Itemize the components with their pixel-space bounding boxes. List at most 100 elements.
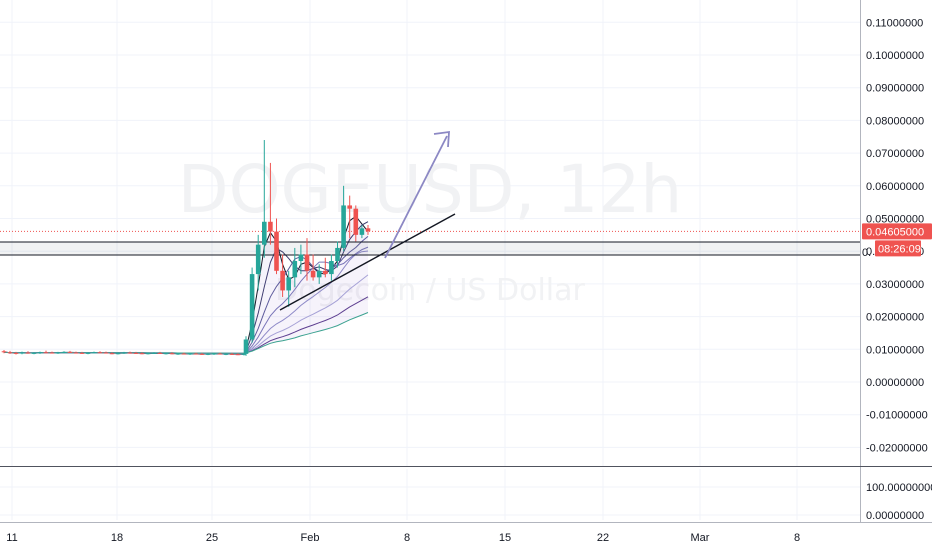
price-label-box <box>862 223 932 240</box>
candle <box>223 353 229 356</box>
y-tick-label: 0.09000000 <box>866 83 924 95</box>
candle-body <box>139 353 145 355</box>
candle-body <box>157 352 163 354</box>
candle <box>316 264 322 284</box>
candle-body <box>255 244 261 275</box>
candle-body <box>347 205 352 209</box>
x-tick-label: 25 <box>206 532 218 544</box>
candle <box>157 351 163 354</box>
candle <box>280 254 285 297</box>
candle <box>205 353 211 356</box>
candle <box>187 352 193 355</box>
candle <box>55 351 61 354</box>
candle <box>73 351 79 354</box>
x-tick-label: 8 <box>794 532 800 544</box>
candle <box>235 353 241 356</box>
candle-body <box>359 228 365 235</box>
candle <box>347 195 352 239</box>
candle-body <box>103 352 109 354</box>
candle-body <box>304 254 310 271</box>
time-axis[interactable]: 11 18 25 Feb 8 15 22 Mar 8 <box>0 522 932 545</box>
candle <box>341 185 346 252</box>
countdown-value: 08:26:09 <box>878 243 921 255</box>
ribbon-indicator <box>3 215 369 355</box>
candle <box>127 351 133 354</box>
candle-body <box>268 221 273 232</box>
x-tick-label: Mar <box>691 532 710 544</box>
candle-body <box>115 353 121 355</box>
candle <box>359 225 365 239</box>
candle-body <box>151 352 157 354</box>
candle-body <box>323 270 328 275</box>
candle-body <box>229 353 235 355</box>
candle-body <box>187 353 193 355</box>
candle <box>151 352 157 354</box>
x-tick-label: 18 <box>111 532 123 544</box>
y-tick-label: 0.10000000 <box>866 50 924 62</box>
candle <box>292 247 298 288</box>
grid-lines <box>0 0 860 520</box>
candle-body <box>7 352 13 354</box>
price-axis[interactable]: 0.11000000 0.10000000 0.09000000 0.08000000… <box>860 0 932 522</box>
y-tick-label: 0.02000000 <box>866 312 924 324</box>
price-label-value: 0.04605000 <box>866 226 924 238</box>
y-tick-label: 0.06000000 <box>866 181 924 193</box>
candle-body <box>43 352 49 354</box>
candle <box>249 267 255 343</box>
candle <box>7 350 13 354</box>
candle <box>109 352 115 355</box>
candle-body <box>241 353 247 355</box>
candle-body <box>353 208 359 235</box>
candle <box>199 352 205 355</box>
candle <box>286 270 291 307</box>
candle-body <box>163 353 169 355</box>
candle-body <box>365 228 371 232</box>
candle-body <box>286 277 291 291</box>
candle <box>163 352 169 355</box>
candle <box>31 352 37 355</box>
candle-body <box>1 351 7 353</box>
candle <box>37 351 43 354</box>
candle <box>61 351 67 354</box>
candle-body <box>61 351 67 353</box>
candle <box>79 351 85 354</box>
candle <box>121 351 127 354</box>
candle <box>335 241 340 268</box>
candle <box>353 205 359 242</box>
x-tick-label: 22 <box>597 532 609 544</box>
candle-body <box>310 270 316 278</box>
y-tick-label: 0.01000000 <box>866 344 924 356</box>
candle-body <box>31 352 37 354</box>
candle <box>304 238 310 281</box>
candle-body <box>37 352 43 354</box>
projection-arrow-line <box>384 135 448 259</box>
candle <box>85 352 91 355</box>
hidden-tick-label: 0. <box>862 247 871 259</box>
horizontal-levels <box>0 230 860 256</box>
x-tick-label: 15 <box>499 532 511 544</box>
candle <box>365 225 371 235</box>
candle <box>19 351 25 355</box>
candle-body <box>127 352 133 354</box>
candle-body <box>329 261 334 275</box>
candle <box>169 352 175 355</box>
candle-body <box>121 352 127 354</box>
candle <box>25 351 31 354</box>
candle <box>193 352 199 355</box>
candle <box>329 254 334 281</box>
candle <box>13 351 19 355</box>
candle <box>91 351 97 354</box>
sub-tick-label: 0.00000000 <box>866 510 924 522</box>
candle-body <box>67 351 73 353</box>
candle-body <box>145 353 151 355</box>
candle-body <box>205 353 211 355</box>
candle-body <box>133 352 139 354</box>
candle <box>49 351 55 354</box>
candle <box>103 351 109 354</box>
candle <box>43 350 49 354</box>
candle-body <box>79 352 85 354</box>
candle-body <box>25 352 31 354</box>
candle-body <box>217 353 223 355</box>
candle <box>139 352 145 355</box>
